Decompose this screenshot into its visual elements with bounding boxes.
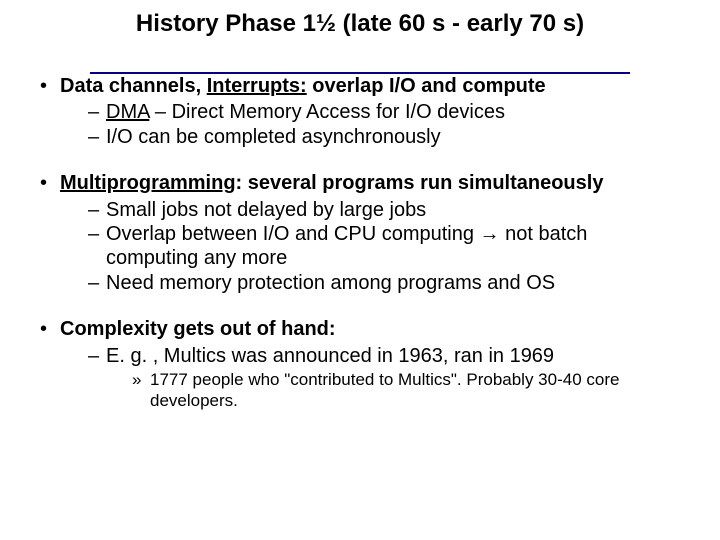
b1-sublist: DMA – Direct Memory Access for I/O devic… — [60, 100, 682, 149]
b2-s2-pre: Overlap between I/O and CPU computing — [106, 223, 480, 245]
b1-s1-u: DMA — [106, 101, 149, 123]
b2-s1: Small jobs not delayed by large jobs — [88, 198, 682, 222]
b3-lead: Complexity gets out of hand: — [60, 318, 336, 340]
b3-s1-text: E. g. , Multics was announced in 1963, r… — [106, 345, 554, 367]
slide-title: History Phase 1½ (late 60 s - early 70 s… — [80, 8, 640, 44]
b2-sublist: Small jobs not delayed by large jobs Ove… — [60, 198, 682, 296]
b1-lead-bold-u: Interrupts: — [207, 75, 307, 97]
b2-lead-u: Multiprogramming — [60, 172, 236, 194]
arrow-icon: → — [480, 223, 500, 245]
b2-lead-rest: : several programs run simultaneously — [236, 172, 604, 194]
b2-s3: Need memory protection among programs an… — [88, 271, 682, 295]
b1-s1: DMA – Direct Memory Access for I/O devic… — [88, 100, 682, 124]
b3-subsublist: 1777 people who "contributed to Multics"… — [106, 370, 682, 411]
b1-s2: I/O can be completed asynchronously — [88, 125, 682, 149]
slide: History Phase 1½ (late 60 s - early 70 s… — [0, 0, 720, 540]
b3-sublist: E. g. , Multics was announced in 1963, r… — [60, 344, 682, 412]
bullet-3: Complexity gets out of hand: E. g. , Mul… — [38, 317, 682, 411]
b1-s1-rest: – Direct Memory Access for I/O devices — [149, 101, 505, 123]
b3-ss1: 1777 people who "contributed to Multics"… — [132, 370, 682, 411]
b1-lead-bold: Data channels, — [60, 75, 207, 97]
bullet-2: Multiprogramming: several programs run s… — [38, 171, 682, 295]
b2-s2: Overlap between I/O and CPU computing → … — [88, 222, 682, 271]
bullet-list: Data channels, Interrupts: overlap I/O a… — [30, 74, 690, 411]
b1-lead-rest: overlap I/O and compute — [307, 75, 546, 97]
b3-s1: E. g. , Multics was announced in 1963, r… — [88, 344, 682, 412]
bullet-1: Data channels, Interrupts: overlap I/O a… — [38, 74, 682, 149]
